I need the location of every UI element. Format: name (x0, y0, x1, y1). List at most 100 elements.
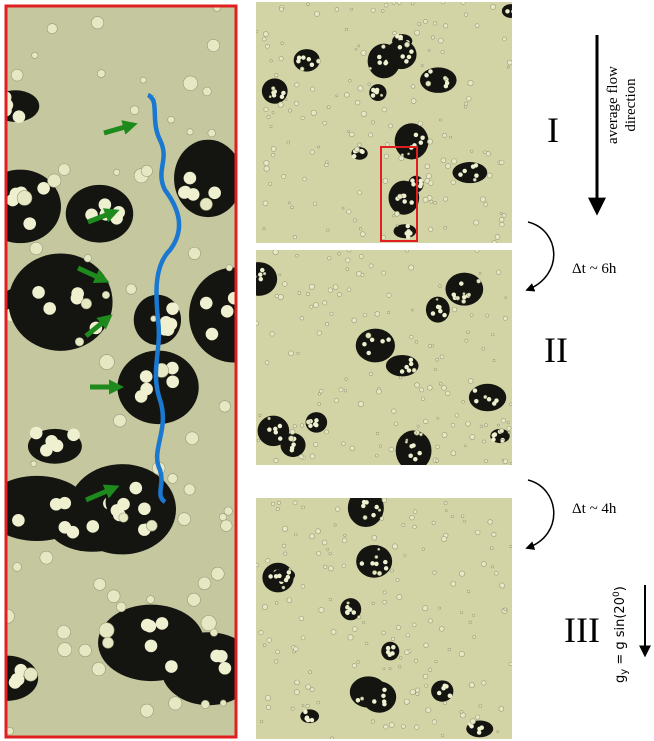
bubble (485, 313, 490, 318)
bubble (324, 429, 329, 435)
bubble (378, 444, 382, 448)
bubble (296, 55, 302, 61)
bubble (362, 313, 367, 318)
bubble (304, 715, 310, 721)
bubble (256, 275, 257, 278)
bubble (83, 254, 92, 263)
bubble (317, 402, 321, 406)
cluster (468, 383, 507, 412)
bubble (287, 108, 292, 113)
cluster (381, 641, 400, 661)
bubble (326, 105, 331, 110)
bubble (371, 601, 375, 605)
bubble (323, 564, 328, 569)
bubble (349, 131, 355, 138)
bubble (427, 138, 433, 145)
bubble (372, 570, 377, 576)
bubble (405, 223, 411, 229)
bubble (186, 128, 194, 136)
bubble (499, 159, 505, 166)
bubble (382, 701, 387, 707)
bubble (345, 267, 349, 271)
bubble (281, 543, 287, 548)
bubble (306, 2, 310, 6)
bubble (404, 59, 409, 64)
bubble (431, 35, 435, 40)
bubble (288, 350, 294, 357)
bubble (397, 45, 403, 50)
bubble (513, 12, 518, 17)
bubble (207, 128, 216, 138)
bubble (327, 287, 333, 293)
bubble (374, 87, 380, 93)
bubble (274, 601, 279, 605)
bubble (266, 637, 272, 643)
bubble (312, 302, 319, 308)
bubble (414, 724, 420, 730)
bubble (325, 322, 330, 327)
bubble (496, 269, 502, 275)
bubble (450, 514, 454, 518)
bubble (483, 395, 488, 399)
bubble (144, 639, 158, 653)
bubble (263, 31, 269, 37)
bubble (415, 691, 420, 696)
bubble (140, 618, 154, 632)
bubble (329, 311, 334, 316)
bubble (484, 459, 488, 463)
bubble (67, 428, 80, 442)
bubble (268, 95, 272, 99)
bubble (476, 278, 481, 284)
bubble (461, 299, 467, 304)
bubble (310, 109, 317, 116)
bubble (46, 23, 58, 35)
bubble (140, 164, 153, 177)
bubble (326, 228, 330, 232)
bubble (506, 59, 512, 66)
bubble (310, 86, 316, 92)
bubble (371, 512, 376, 518)
bubble (282, 281, 288, 287)
bubble (359, 227, 363, 231)
bubble (12, 110, 26, 124)
bubble (450, 423, 456, 428)
bubble (461, 400, 465, 404)
bubble (313, 441, 319, 448)
bubble (417, 22, 422, 26)
bubble (357, 401, 364, 408)
cluster (355, 328, 395, 363)
bubble (356, 660, 360, 664)
gravity-text: 0 (612, 591, 622, 597)
bubble (271, 86, 276, 91)
bubble (308, 423, 313, 429)
bubble (299, 316, 304, 321)
bubble (486, 397, 492, 402)
bubble (369, 337, 375, 343)
bubble (208, 186, 221, 200)
bubble (430, 311, 436, 316)
stage-label: I (547, 110, 559, 150)
bubble (379, 516, 384, 521)
bubble (372, 699, 377, 704)
time-arrow (525, 479, 555, 550)
bubble (258, 276, 264, 282)
bubble (347, 250, 352, 253)
bubble (381, 630, 386, 635)
bubble (187, 246, 201, 260)
bubble (301, 704, 305, 707)
bubble (299, 423, 305, 428)
bubble (474, 398, 479, 404)
front-line (146, 92, 182, 504)
bubble (292, 235, 297, 240)
bubble (368, 263, 374, 269)
bubble (265, 43, 270, 49)
bubble (146, 595, 155, 604)
bubble (383, 559, 388, 565)
bubble (306, 57, 312, 62)
bubble (396, 594, 403, 600)
bubble (440, 157, 447, 164)
bubble (139, 703, 154, 718)
bubble (462, 168, 467, 174)
bubble (383, 566, 389, 571)
bubble (435, 458, 440, 463)
